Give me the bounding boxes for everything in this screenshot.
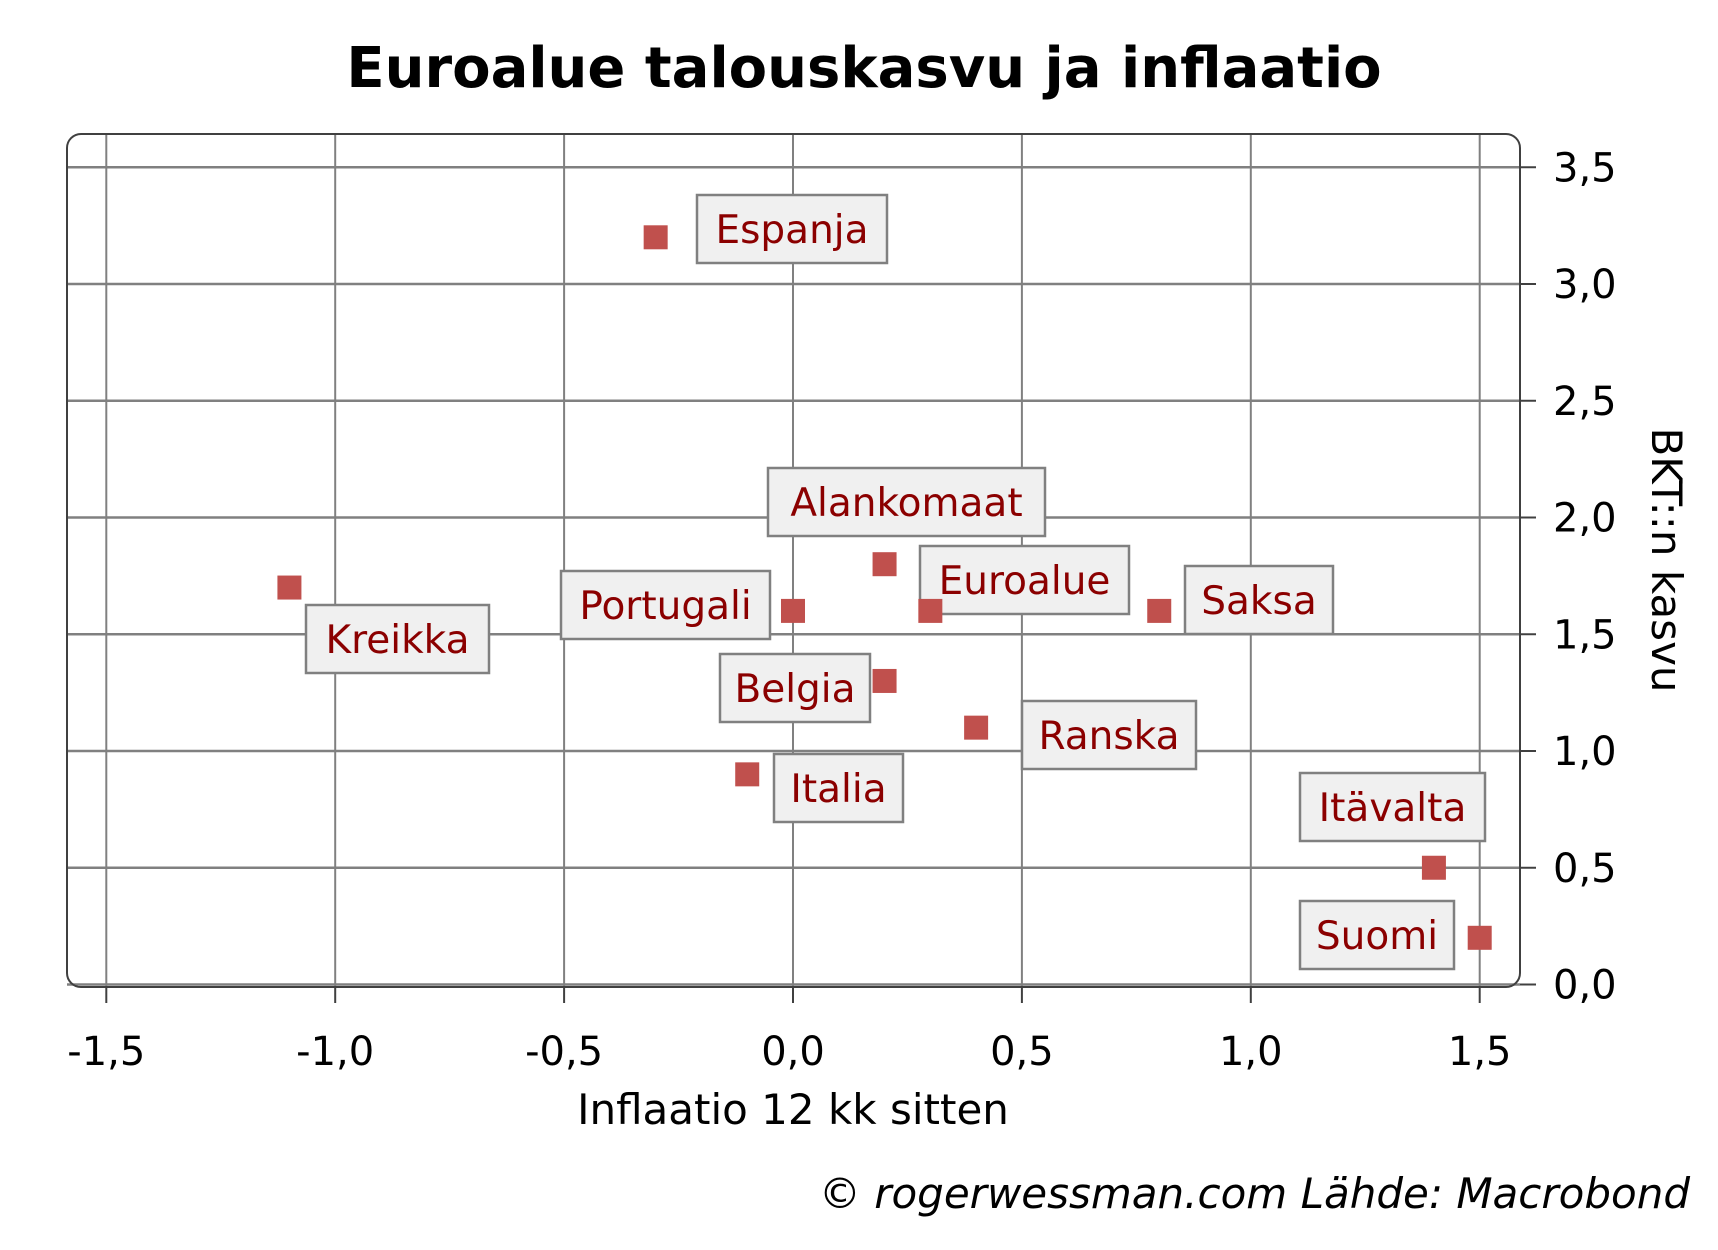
data-point: Belgia [718, 652, 897, 724]
x-tick-label: -1,5 [67, 1029, 145, 1075]
x-tick-label: -1,0 [296, 1029, 374, 1075]
label-box [695, 193, 889, 265]
point-marker [781, 598, 805, 623]
data-point: Euroalue [918, 544, 1131, 623]
label-box [1298, 899, 1456, 971]
point-marker [872, 668, 897, 693]
point-label: Ranska [1039, 714, 1180, 759]
point-label: Espanja [715, 208, 868, 253]
point-marker [1467, 925, 1492, 950]
y-tick-label: 1,0 [1553, 729, 1617, 775]
point-label: Italia [790, 767, 886, 812]
x-tick-label: 0,5 [990, 1029, 1054, 1075]
x-tick-label: 1,5 [1448, 1029, 1512, 1075]
data-point: Espanja [643, 193, 889, 265]
data-point: Italia [735, 752, 905, 824]
point-marker [964, 715, 989, 740]
data-point: Portugali [559, 569, 805, 641]
point-label: Saksa [1201, 579, 1316, 624]
label-box [1020, 699, 1198, 771]
label-box [718, 652, 872, 724]
point-marker [1421, 855, 1446, 880]
point-label: Alankomaat [790, 481, 1022, 526]
point-label: Portugali [579, 584, 751, 629]
axes-ticks: -1,5 -1,0 -0,5 0,0 0,5 1,0 1,5 0,0 0,5 1,0 1,5 2,0 2… [67, 145, 1616, 1075]
data-point: Itävalta [1298, 771, 1487, 880]
y-tick-label: 1,5 [1553, 612, 1617, 658]
x-axis-label: Inflaatio 12 kk sitten [577, 1085, 1009, 1134]
label-box [304, 603, 491, 675]
data-point: Kreikka [277, 575, 491, 675]
point-marker [277, 575, 302, 600]
y-tick-label: 3,5 [1553, 145, 1617, 191]
point-label: Euroalue [939, 559, 1111, 604]
point-label: Belgia [734, 667, 855, 712]
data-point: Ranska [964, 699, 1198, 771]
label-box [559, 569, 772, 641]
data-points: Espanja Alankomaat Euroalue Portugali Saksa K… [277, 193, 1492, 971]
chart-title: Euroalue talouskasvu ja inflaatio [346, 36, 1381, 101]
source-footer: © rogerwessman.com Lähde: Macrobond [819, 1169, 1690, 1218]
point-marker [872, 552, 897, 577]
y-tick-label: 2,0 [1553, 496, 1617, 542]
x-tick-label: 1,0 [1219, 1029, 1283, 1075]
point-marker [643, 225, 668, 250]
y-tick-label: 3,0 [1553, 262, 1617, 308]
point-label: Suomi [1316, 914, 1438, 959]
y-tick-label: 0,5 [1553, 846, 1617, 892]
y-axis-label: BKT::n kasvu [1642, 427, 1691, 692]
data-point: Suomi [1298, 899, 1492, 971]
point-label: Itävalta [1319, 786, 1467, 831]
point-label: Kreikka [326, 618, 470, 663]
data-point: Alankomaat [766, 466, 1047, 577]
y-tick-label: 0,0 [1553, 963, 1617, 1009]
point-marker [918, 598, 943, 623]
x-tick-label: 0,0 [761, 1029, 825, 1075]
data-point: Saksa [1147, 564, 1335, 636]
label-box [1183, 564, 1335, 636]
label-box [772, 752, 905, 824]
label-box [1298, 771, 1487, 843]
point-marker [1147, 598, 1172, 623]
label-box [766, 466, 1047, 538]
y-tick-label: 2,5 [1553, 379, 1617, 425]
x-tick-label: -0,5 [525, 1029, 603, 1075]
label-box [918, 544, 1131, 616]
point-marker [735, 762, 760, 787]
